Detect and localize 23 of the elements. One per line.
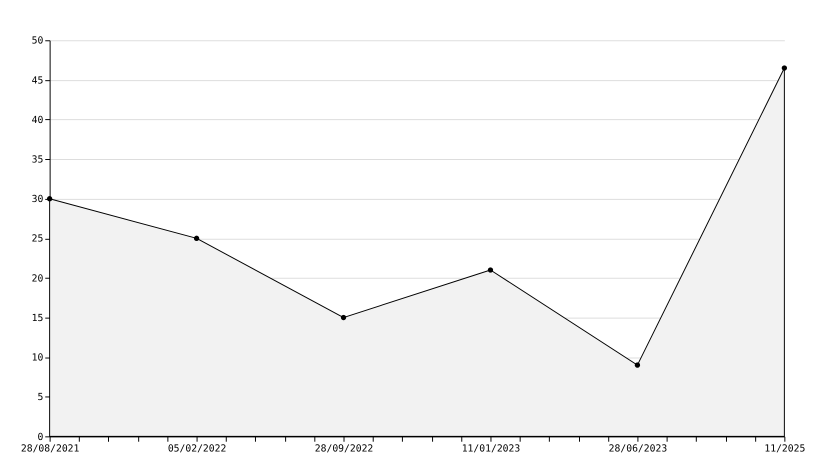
y-tick-label: 30 [32, 194, 44, 206]
point [340, 314, 346, 320]
x-tick-label: 28/09/2022 [314, 443, 374, 454]
x-tick-label: 28/06/2023 [608, 443, 668, 454]
point [46, 196, 52, 202]
y-tick-label: 0 [37, 432, 44, 443]
y-tick-label: 35 [32, 154, 44, 166]
point [782, 65, 788, 71]
x-tick-label: 11/01/2023 [462, 443, 520, 454]
y-tick-label: 15 [32, 312, 44, 324]
x-tick-label: 28/08/2021 [20, 443, 80, 454]
point [488, 267, 494, 273]
point [634, 362, 640, 368]
y-tick-label: 20 [32, 273, 44, 284]
y-tick-label: 45 [32, 75, 44, 86]
y-tick-label: 10 [32, 352, 44, 364]
y-tick-label: 50 [32, 36, 44, 47]
x-tick-label: 11/2025 [764, 443, 806, 454]
x-tick-label: 05/02/2022 [168, 443, 226, 454]
point [194, 236, 200, 241]
y-tick-label: 5 [37, 392, 44, 404]
y-tick-label: 25 [32, 234, 44, 245]
y-tick-label: 40 [32, 114, 44, 126]
